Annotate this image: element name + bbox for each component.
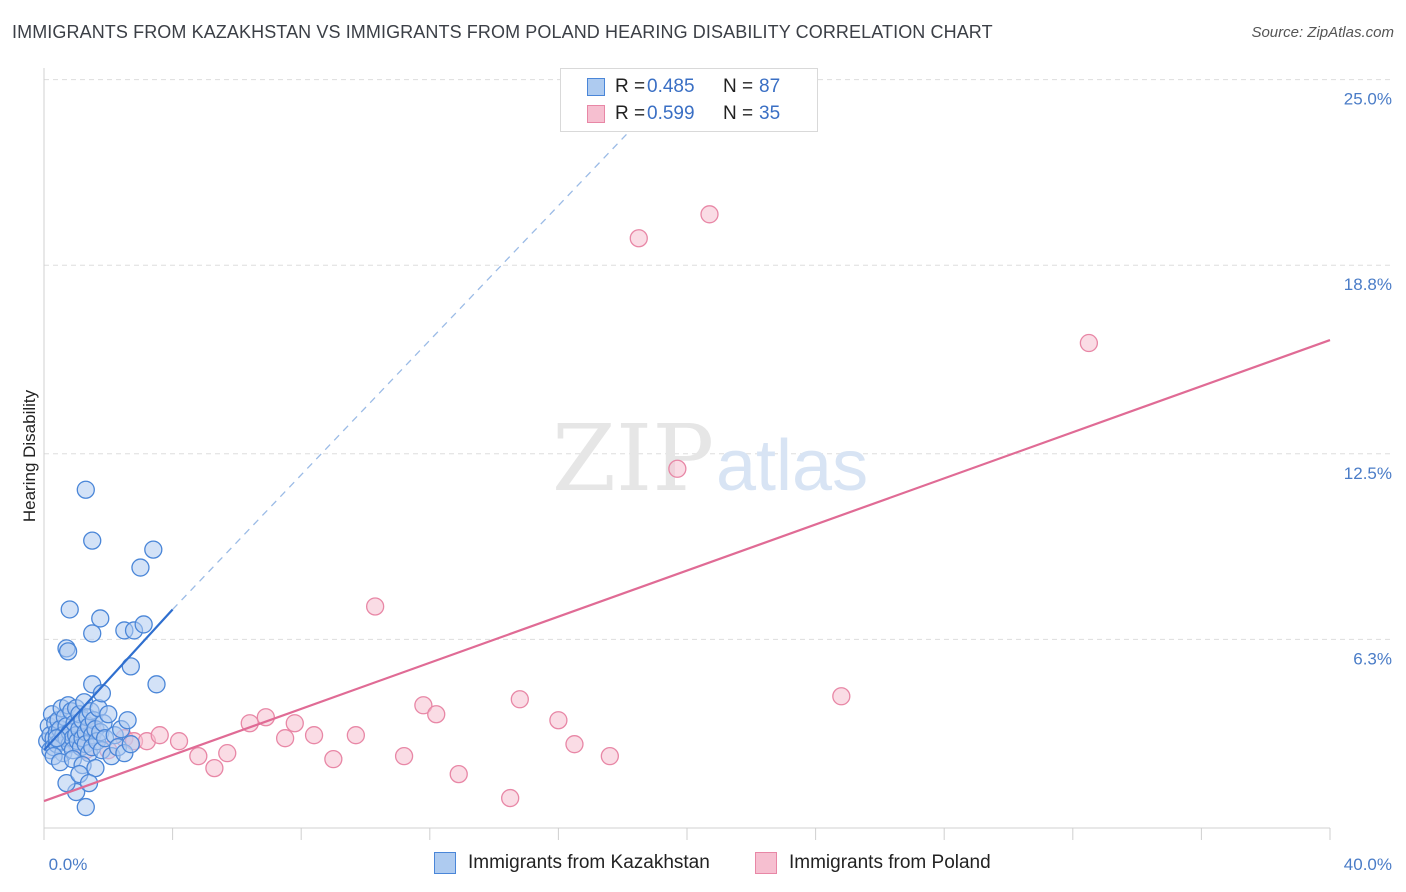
data-point-poland — [275, 729, 295, 748]
data-point-poland — [365, 597, 385, 616]
data-point-kazakhstan — [147, 675, 166, 694]
trend-line-kazakhstan-extension — [172, 121, 640, 610]
y-tick-label: 18.8% — [1344, 275, 1392, 294]
data-point-poland — [304, 726, 324, 745]
data-point-poland — [256, 708, 275, 727]
data-point-poland — [449, 764, 468, 784]
x-ticks: 0.0% 40.0% — [43, 828, 1392, 874]
data-point-poland — [414, 696, 433, 715]
y-tick-label: 6.3% — [1353, 649, 1392, 668]
series-swatch-blue — [434, 852, 456, 874]
data-point-poland — [565, 735, 584, 754]
x-tick-label-min: 0.0% — [49, 855, 88, 874]
data-point-kazakhstan — [121, 735, 140, 754]
legend-swatch-pink — [587, 105, 605, 123]
data-point-kazakhstan — [60, 600, 79, 619]
data-point-kazakhstan — [144, 540, 163, 559]
data-point-kazakhstan — [76, 797, 95, 817]
data-point-poland — [324, 749, 343, 769]
data-point-kazakhstan — [92, 684, 112, 703]
legend-row-poland: R = 0.599 N = 35 — [587, 102, 780, 126]
legend-r-label: R = — [615, 76, 646, 97]
data-point-poland — [394, 747, 414, 766]
series-swatch-pink — [755, 852, 777, 874]
data-point-kazakhstan — [131, 558, 150, 577]
data-point-poland — [668, 459, 687, 478]
series-label-poland: Immigrants from Poland — [789, 852, 991, 873]
data-point-poland — [169, 732, 189, 751]
data-point-kazakhstan — [83, 624, 102, 643]
trend-lines — [43, 121, 1331, 803]
y-tick-label: 25.0% — [1344, 90, 1392, 109]
y-tick-label: 12.5% — [1344, 464, 1392, 483]
data-point-poland — [832, 687, 851, 706]
data-point-poland — [427, 705, 446, 724]
data-point-poland — [285, 714, 304, 733]
legend-swatch-blue — [587, 78, 605, 96]
legend-r-value: 0.485 — [647, 76, 695, 97]
gridlines — [44, 79, 1392, 640]
data-point-kazakhstan — [91, 609, 110, 628]
series-kazakhstan-points — [38, 480, 166, 817]
data-point-poland — [1079, 333, 1099, 353]
data-point-kazakhstan — [57, 773, 76, 793]
series-legend-kazakhstan: Immigrants from Kazakhstan — [434, 852, 710, 874]
data-point-poland — [501, 788, 520, 808]
data-point-kazakhstan — [58, 642, 78, 661]
legend-r-value: 0.599 — [647, 103, 695, 124]
series-legend-poland: Immigrants from Poland — [755, 852, 991, 874]
data-point-poland — [218, 744, 237, 763]
watermark: ZIP atlas — [552, 405, 868, 512]
series-label-kazakhstan: Immigrants from Kazakhstan — [468, 852, 710, 873]
legend-r-label: R = — [615, 103, 646, 124]
chart-source: Source: ZipAtlas.com — [1251, 24, 1394, 41]
y-axis-label: Hearing Disability — [20, 389, 39, 522]
legend-n-value: 87 — [759, 76, 781, 97]
data-point-kazakhstan — [134, 615, 153, 634]
watermark-atlas: atlas — [716, 426, 868, 506]
x-tick-label-max: 40.0% — [1344, 855, 1392, 874]
data-point-kazakhstan — [76, 480, 95, 499]
data-point-poland — [346, 726, 366, 745]
legend-n-value: 35 — [759, 103, 781, 124]
data-point-poland — [150, 726, 169, 745]
legend-n-label: N = — [723, 103, 754, 124]
data-point-poland — [629, 229, 648, 248]
watermark-zip: ZIP — [552, 405, 714, 512]
data-point-poland — [700, 205, 719, 224]
trend-line-kazakhstan — [43, 608, 174, 751]
y-ticks: 6.3% 12.5% 18.8% 25.0% — [1344, 90, 1392, 669]
data-point-kazakhstan — [47, 729, 67, 748]
chart-title: IMMIGRANTS FROM KAZAKHSTAN VS IMMIGRANTS… — [12, 22, 993, 42]
data-point-kazakhstan — [118, 711, 137, 730]
trend-line-poland — [43, 339, 1331, 803]
correlation-legend: R = 0.485 N = 87 R = 0.599 N = 35 — [560, 68, 818, 132]
data-point-poland — [189, 747, 208, 766]
data-point-kazakhstan — [99, 705, 118, 724]
legend-n-label: N = — [723, 76, 754, 97]
data-point-poland — [510, 690, 529, 709]
legend-row-kazakhstan: R = 0.485 N = 87 — [587, 75, 780, 99]
data-point-kazakhstan — [83, 531, 102, 550]
data-point-poland — [205, 758, 224, 778]
data-point-kazakhstan — [121, 657, 140, 676]
series-legend: Immigrants from Kazakhstan Immigrants fr… — [0, 852, 1406, 878]
data-point-poland — [600, 747, 619, 766]
data-point-poland — [549, 711, 568, 730]
